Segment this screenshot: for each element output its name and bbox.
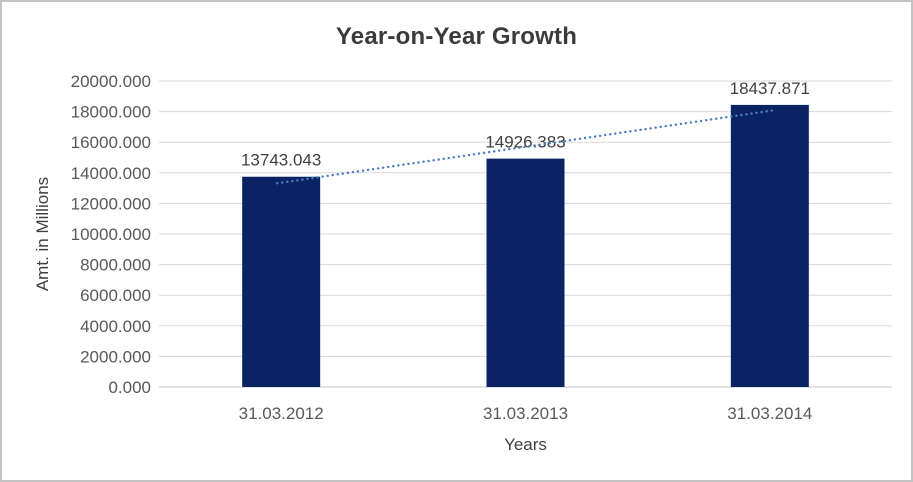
y-tick-label: 10000.000 — [71, 225, 151, 244]
x-tick-label: 31.03.2013 — [483, 404, 568, 423]
bar-31.03.2013[interactable] — [486, 158, 565, 387]
y-tick-label: 6000.000 — [80, 286, 151, 305]
data-label: 14926.383 — [485, 133, 565, 152]
y-tick-label: 8000.000 — [80, 256, 151, 275]
y-tick-label: 2000.000 — [80, 347, 151, 366]
x-tick-label: 31.03.2012 — [239, 404, 324, 423]
trendline[interactable] — [275, 109, 776, 185]
x-axis-title: Years — [504, 435, 547, 454]
y-tick-label: 4000.000 — [80, 317, 151, 336]
y-tick-label: 0.000 — [108, 378, 151, 397]
y-tick-label: 18000.000 — [71, 103, 151, 122]
data-label: 13743.043 — [241, 151, 321, 170]
bar-31.03.2012[interactable] — [242, 176, 321, 387]
y-tick-label: 20000.000 — [71, 72, 151, 91]
x-tick-label: 31.03.2014 — [727, 404, 812, 423]
y-tick-label: 14000.000 — [71, 164, 151, 183]
y-tick-label: 12000.000 — [71, 194, 151, 213]
chart-title: Year-on-Year Growth — [335, 23, 578, 50]
bar-31.03.2014[interactable] — [730, 104, 809, 387]
data-label: 18437.871 — [730, 79, 810, 98]
y-tick-label: 16000.000 — [71, 133, 151, 152]
